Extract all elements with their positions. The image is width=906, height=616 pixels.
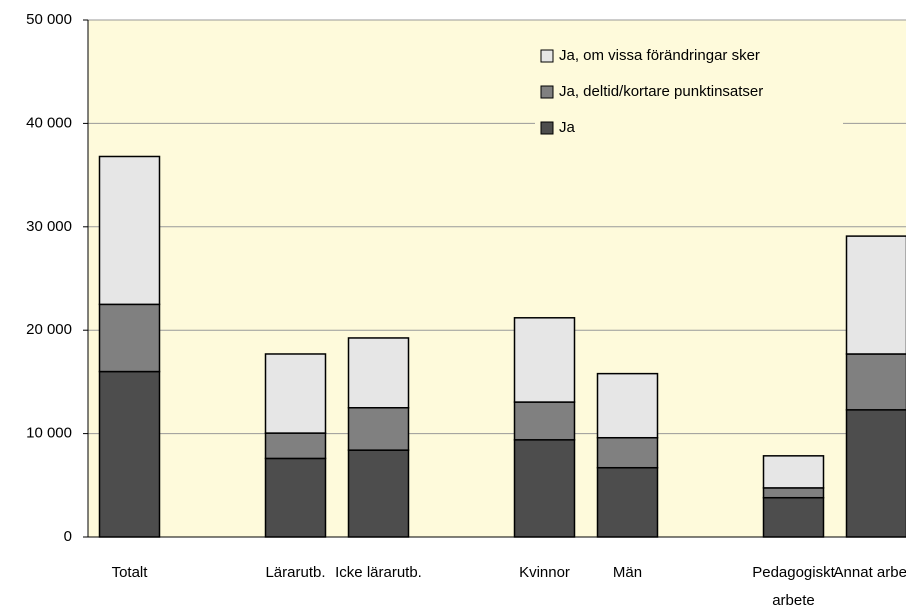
bar-segment (347, 407, 410, 451)
legend-box (535, 40, 843, 152)
bar-segment (845, 409, 906, 538)
bar-segment (264, 457, 327, 538)
x-tick-label: Lärarutb. (265, 564, 326, 581)
x-tick-label: Kvinnor (519, 564, 570, 581)
bar-segment (98, 303, 161, 373)
legend-swatch (540, 49, 554, 63)
bar-segment (845, 235, 906, 355)
x-tick-label: Annat arbete (833, 564, 906, 581)
bar-segment (762, 496, 825, 538)
bar-segment (845, 353, 906, 411)
y-tick-label: 0 (64, 528, 72, 545)
bar-segment (513, 401, 576, 441)
legend-label: Ja, om vissa förändringar sker (559, 47, 760, 64)
bar-segment (596, 436, 659, 469)
y-tick-label: 50 000 (26, 11, 72, 28)
bar-segment (347, 449, 410, 538)
legend-swatch (540, 85, 554, 99)
bar-segment (762, 487, 825, 499)
bar-segment (596, 372, 659, 439)
legend-label: Ja (559, 119, 576, 136)
bar-segment (264, 353, 327, 434)
bar-segment (762, 455, 825, 489)
y-tick-label: 10 000 (26, 425, 72, 442)
x-tick-label: Män (612, 564, 643, 581)
legend-label: Ja, deltid/kortare punktinsatser (559, 83, 763, 100)
bar-segment (347, 337, 410, 409)
y-tick-label: 40 000 (26, 114, 72, 131)
y-tick-label: 20 000 (26, 321, 72, 338)
x-tick-label: Icke lärarutb. (335, 564, 422, 581)
y-tick-label: 30 000 (26, 218, 72, 235)
bar-segment (98, 155, 161, 306)
bar-segment (513, 439, 576, 538)
x-tick-label: Totalt (111, 564, 148, 581)
bar-segment (264, 432, 327, 460)
legend-swatch (540, 121, 554, 135)
bar-segment (513, 317, 576, 403)
bar-segment (98, 370, 161, 538)
bar-segment (596, 466, 659, 538)
x-tick-label: Pedagogiskt arbete (752, 564, 835, 609)
